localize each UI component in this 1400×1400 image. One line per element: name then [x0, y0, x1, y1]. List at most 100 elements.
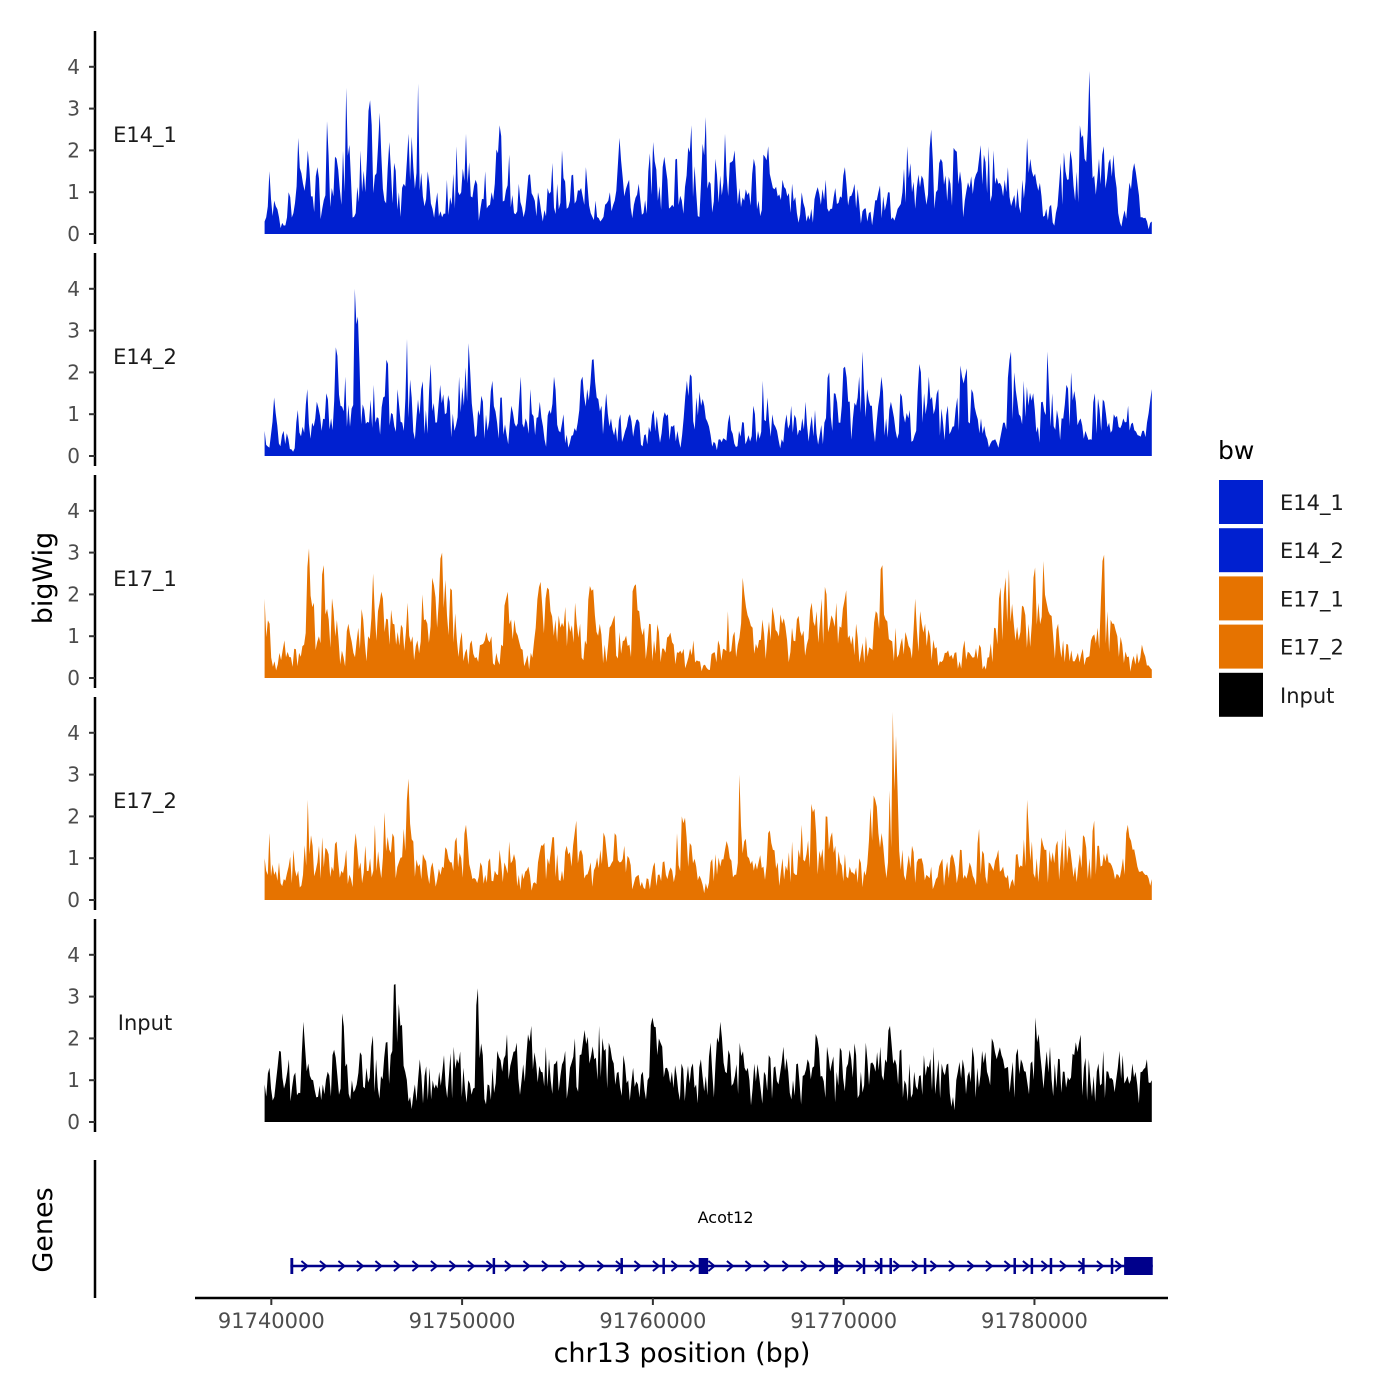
- legend: bw E14_1 E14_2 E17_1 E17_2 Input: [1217, 436, 1344, 719]
- exon: [889, 1258, 892, 1274]
- x-tick-label: 91770000: [790, 1309, 897, 1333]
- y-tick-label: 2: [67, 582, 80, 606]
- legend-item-E17_1: E17_1: [1217, 574, 1344, 623]
- y-tick-label: 1: [67, 846, 80, 870]
- y-tick-label: 2: [67, 138, 80, 162]
- exon: [620, 1258, 623, 1274]
- y-tick-label: 1: [67, 624, 80, 648]
- track-E17_1: 0 1 2 3 4 E17_1: [67, 475, 1152, 690]
- y-tick-label: 1: [67, 180, 80, 204]
- legend-item-E14_2: E14_2: [1217, 526, 1344, 575]
- legend-item-E17_2: E17_2: [1217, 622, 1344, 671]
- exon: [1110, 1258, 1114, 1274]
- track-E14_1: 0 1 2 3 4 E14_1: [67, 31, 1152, 246]
- strand-arrow: [1114, 1260, 1123, 1272]
- x-tick-label: 91740000: [218, 1309, 325, 1333]
- strand-arrow: [504, 1260, 513, 1272]
- x-tick-label: 91780000: [981, 1309, 1088, 1333]
- signal-tracks: 0 1 2 3 4 E14_1 0 1 2 3 4 E14_2 0 1 2 3 4 E17_1 0 1 2 3 4 E17_2…: [67, 31, 1152, 1134]
- strand-arrow: [948, 1260, 957, 1272]
- strand-arrow: [689, 1260, 698, 1272]
- strand-arrow: [319, 1260, 328, 1272]
- y-tick-label: 4: [67, 55, 80, 79]
- strand-arrow: [892, 1260, 901, 1272]
- strand-arrow: [744, 1260, 753, 1272]
- track-E17_2: 0 1 2 3 4 E17_2: [67, 697, 1152, 912]
- strand-arrow: [1003, 1260, 1012, 1272]
- strand-arrow: [393, 1260, 402, 1272]
- legend-item-Input: Input: [1217, 670, 1334, 719]
- y-tick-label: 0: [67, 888, 80, 912]
- legend-label: E17_1: [1280, 587, 1344, 612]
- strand-arrow: [578, 1260, 587, 1272]
- y-tick-label: 3: [67, 541, 80, 565]
- strand-arrow: [596, 1260, 605, 1272]
- area-series-E17_2: [264, 711, 1152, 900]
- area-series-E17_1: [264, 548, 1152, 678]
- exon: [862, 1258, 866, 1274]
- strand-arrow: [966, 1260, 975, 1272]
- strand-arrow: [855, 1260, 864, 1272]
- strand-arrow: [800, 1260, 809, 1272]
- y-axis-title-group: bigWig: [28, 532, 59, 625]
- legend-title: bw: [1218, 436, 1254, 465]
- exon: [1082, 1258, 1085, 1274]
- gene-label: Acot12: [698, 1208, 754, 1227]
- y-tick-label: 4: [67, 943, 80, 967]
- exon: [492, 1258, 496, 1274]
- gene-Acot12: Acot12: [290, 1208, 1153, 1275]
- y-tick-label: 4: [67, 499, 80, 523]
- exon: [923, 1258, 927, 1274]
- strand-arrow: [781, 1260, 790, 1272]
- strand-arrow: [448, 1260, 457, 1272]
- strand-arrow: [559, 1260, 568, 1272]
- strand-arrow: [467, 1260, 476, 1272]
- legend-label: E17_2: [1280, 636, 1344, 661]
- y-tick-label: 4: [67, 721, 80, 745]
- area-series-E14_2: [264, 288, 1152, 456]
- y-tick-label: 3: [67, 97, 80, 121]
- strand-arrow: [929, 1260, 938, 1272]
- strand-arrow: [726, 1260, 735, 1272]
- strand-arrow: [1040, 1260, 1049, 1272]
- strand-arrow: [522, 1260, 531, 1272]
- area-series-Input: [264, 984, 1152, 1122]
- gene-panel-title: Genes: [28, 1187, 59, 1272]
- strand-arrow: [818, 1260, 827, 1272]
- legend-item-E14_1: E14_1: [1217, 478, 1344, 526]
- exon: [879, 1258, 883, 1274]
- legend-swatch: [1217, 622, 1265, 671]
- exon: [698, 1258, 709, 1274]
- strand-arrow: [633, 1260, 642, 1272]
- legend-swatch: [1217, 574, 1265, 623]
- y-tick-label: 2: [67, 1026, 80, 1050]
- x-axis-title: chr13 position (bp): [554, 1338, 811, 1369]
- track-label-E17_2: E17_2: [113, 789, 177, 814]
- y-axis-title: bigWig: [28, 532, 59, 625]
- y-tick-label: 0: [67, 444, 80, 468]
- strand-arrow: [985, 1260, 994, 1272]
- strand-arrow: [1096, 1260, 1105, 1272]
- y-tick-label: 0: [67, 222, 80, 246]
- y-tick-label: 3: [67, 985, 80, 1009]
- area-series-E14_1: [264, 71, 1152, 234]
- strand-arrow: [837, 1260, 846, 1272]
- exon: [1013, 1258, 1016, 1274]
- y-tick-label: 1: [67, 1068, 80, 1092]
- track-label-Input: Input: [118, 1011, 172, 1035]
- strand-arrow: [356, 1260, 365, 1272]
- y-tick-label: 2: [67, 360, 80, 384]
- y-tick-label: 3: [67, 763, 80, 787]
- legend-swatch: [1217, 478, 1265, 526]
- strand-arrow: [1059, 1260, 1068, 1272]
- legend-swatch: [1217, 526, 1265, 575]
- exon: [1124, 1257, 1153, 1275]
- legend-label: E14_1: [1280, 491, 1344, 516]
- exon: [290, 1258, 294, 1274]
- strand-arrow: [337, 1260, 346, 1272]
- legend-swatch: [1217, 670, 1265, 719]
- strand-arrow: [1022, 1260, 1031, 1272]
- y-tick-label: 3: [67, 319, 80, 343]
- strand-arrow: [707, 1260, 716, 1272]
